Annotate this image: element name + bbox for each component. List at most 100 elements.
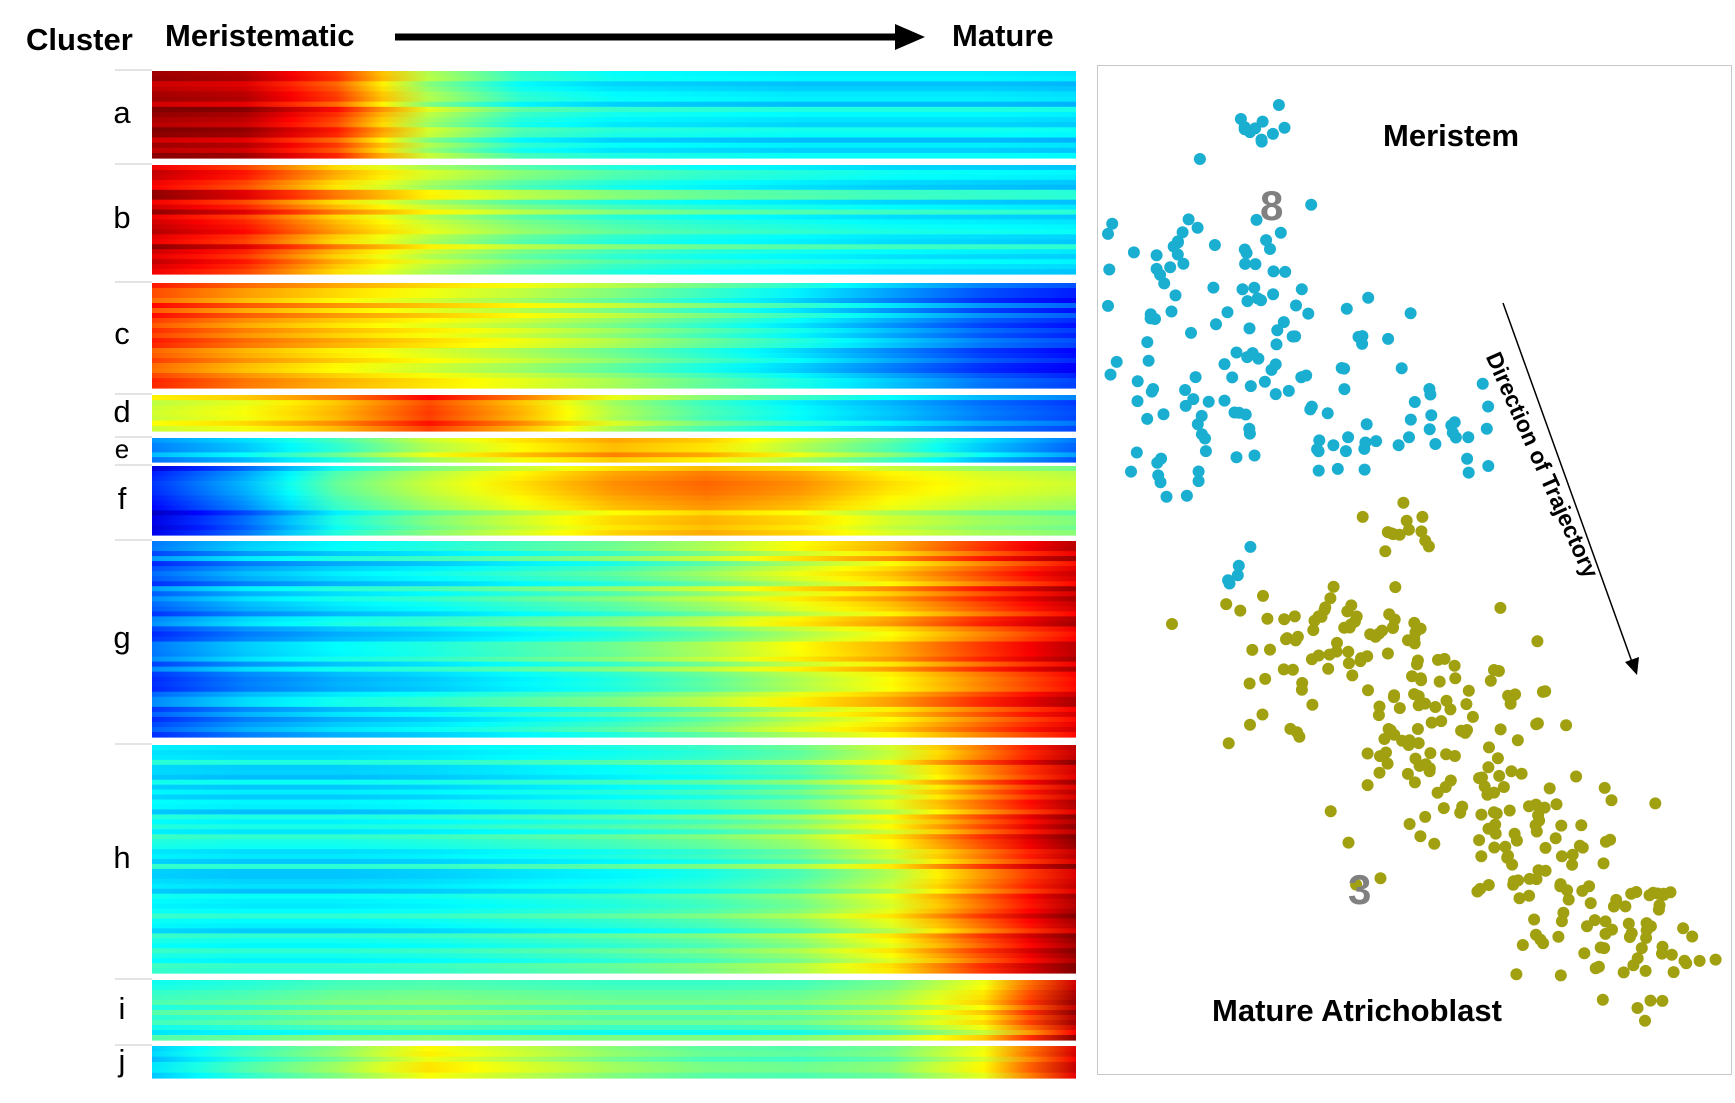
scatter-point-cluster-3 [1460, 698, 1473, 711]
heatmap-row-i [152, 980, 1076, 986]
scatter-point-cluster-3 [1397, 496, 1410, 509]
scatter-point-cluster-3 [1378, 733, 1391, 745]
scatter-point-cluster-3 [1584, 897, 1597, 910]
scatter-point-cluster-3 [1406, 670, 1418, 683]
scatter-point-cluster-8 [1482, 400, 1495, 413]
heatmap-row-g [152, 721, 1076, 728]
scatter-point-cluster-3 [1511, 734, 1524, 747]
heatmap-row-h [152, 759, 1076, 766]
scatter-point-cluster-8 [1149, 313, 1161, 325]
heatmap-row-c [152, 323, 1076, 329]
heatmap-row-d [152, 415, 1076, 422]
heatmap-row-g [152, 706, 1076, 713]
scatter-point-cluster-3 [1530, 798, 1542, 811]
scatter-point-cluster-8 [1199, 432, 1211, 445]
scatter-point-cluster-8 [1338, 383, 1351, 396]
scatter-point-cluster-3 [1286, 663, 1299, 676]
scatter-point-cluster-3 [1570, 770, 1583, 783]
scatter-point-cluster-3 [1505, 765, 1518, 778]
scatter-point-cluster-8 [1408, 396, 1421, 408]
scatter-point-cluster-8 [1274, 226, 1287, 239]
scatter-point-cluster-3 [1604, 833, 1617, 846]
scatter-point-cluster-3 [1449, 672, 1462, 685]
scatter-point-cluster-8 [1241, 295, 1254, 308]
heatmap-row-h [152, 804, 1076, 811]
heatmap-row-g [152, 621, 1076, 628]
scatter-point-cluster-3 [1440, 748, 1453, 761]
scatter-point-cluster-8 [1171, 235, 1184, 248]
scatter-point-cluster-8 [1482, 460, 1495, 472]
heatmap-row-b [152, 234, 1076, 240]
scatter-point-cluster-8 [1335, 362, 1348, 374]
heatmap [115, 24, 1076, 1079]
scatter-point-cluster-8 [1295, 283, 1308, 296]
scatter-point-cluster-8 [1265, 363, 1278, 376]
heatmap-row-h [152, 903, 1076, 910]
scatter-point-cluster-3 [1364, 628, 1377, 641]
scatter-point-cluster-3 [1555, 850, 1568, 863]
scatter-point-cluster-8 [1249, 258, 1262, 271]
scatter-point-cluster-8 [1230, 451, 1243, 464]
heatmap-row-a [152, 91, 1076, 98]
scatter-point-cluster-3 [1499, 840, 1512, 853]
heatmap-row-a [152, 117, 1076, 123]
heatmap-row-c [152, 283, 1076, 289]
mature-atrichoblast-label: Mature Atrichoblast [1212, 993, 1502, 1028]
heatmap-row-c [152, 353, 1076, 359]
scatter-point-cluster-8 [1476, 377, 1489, 390]
scatter-point-cluster-8 [1189, 371, 1202, 384]
heatmap-row-g [152, 571, 1076, 577]
scatter-point-cluster-3 [1491, 752, 1504, 765]
heatmap-row-e [152, 442, 1076, 449]
scatter-point-cluster-3 [1411, 723, 1424, 735]
heatmap-row-g [152, 696, 1076, 703]
heatmap-row-c [152, 378, 1076, 384]
scatter-point-cluster-3 [1234, 604, 1247, 617]
heatmap-row-b [152, 199, 1076, 206]
scatter-point-cluster-3 [1484, 674, 1497, 687]
heatmap-row-g [152, 556, 1076, 562]
heatmap-row-b [152, 204, 1076, 211]
scatter-point-cluster-3 [1281, 632, 1294, 645]
scatter-point-cluster-3 [1350, 610, 1363, 623]
trajectory-arrow-head [895, 24, 925, 50]
heatmap-row-g [152, 631, 1076, 638]
scatter-point-cluster-8 [1102, 299, 1114, 312]
scatter-point-cluster-3 [1462, 684, 1475, 697]
scatter-point-cluster-3 [1578, 947, 1591, 960]
scatter-point-cluster-3 [1402, 523, 1415, 536]
scatter-point-cluster-8 [1305, 198, 1318, 211]
scatter-point-cluster-3 [1355, 652, 1368, 665]
scatter-point-cluster-8 [1331, 462, 1344, 475]
meristem-label: Meristem [1383, 118, 1520, 153]
scatter-point-cluster-8 [1340, 302, 1353, 315]
scatter-point-cluster-8 [1279, 265, 1292, 278]
heatmap-row-h [152, 824, 1076, 830]
heatmap-row-h [152, 928, 1076, 934]
heatmap-row-a [152, 81, 1076, 87]
scatter-point-cluster-3 [1531, 635, 1544, 648]
scatter-point-cluster-3 [1531, 717, 1544, 730]
heatmap-row-f [152, 490, 1076, 497]
scatter-point-cluster-8 [1222, 574, 1235, 587]
scatter-point-cluster-3 [1536, 685, 1549, 698]
heatmap-row-b [152, 239, 1076, 245]
scatter-point-cluster-8 [1158, 277, 1171, 290]
scatter-point-cluster-3 [1555, 915, 1568, 928]
heatmap-row-d [152, 410, 1076, 417]
scatter-point-cluster-8 [1191, 221, 1204, 234]
scatter-point-cluster-3 [1483, 741, 1495, 754]
scatter-point-cluster-3 [1583, 880, 1596, 893]
heatmap-row-h [152, 784, 1076, 791]
heatmap-row-c [152, 303, 1076, 309]
scatter-point-cluster-3 [1550, 798, 1563, 811]
heatmap-row-h [152, 908, 1076, 915]
heatmap-row-c [152, 383, 1076, 389]
direction-arrow-head [1625, 657, 1639, 675]
heatmap-row-f [152, 480, 1076, 487]
heatmap-row-b [152, 194, 1076, 201]
scatter-point-cluster-3 [1605, 794, 1618, 807]
heatmap-row-a [152, 127, 1076, 134]
heatmap-row-h [152, 799, 1076, 806]
scatter-point-cluster-8 [1208, 239, 1221, 251]
